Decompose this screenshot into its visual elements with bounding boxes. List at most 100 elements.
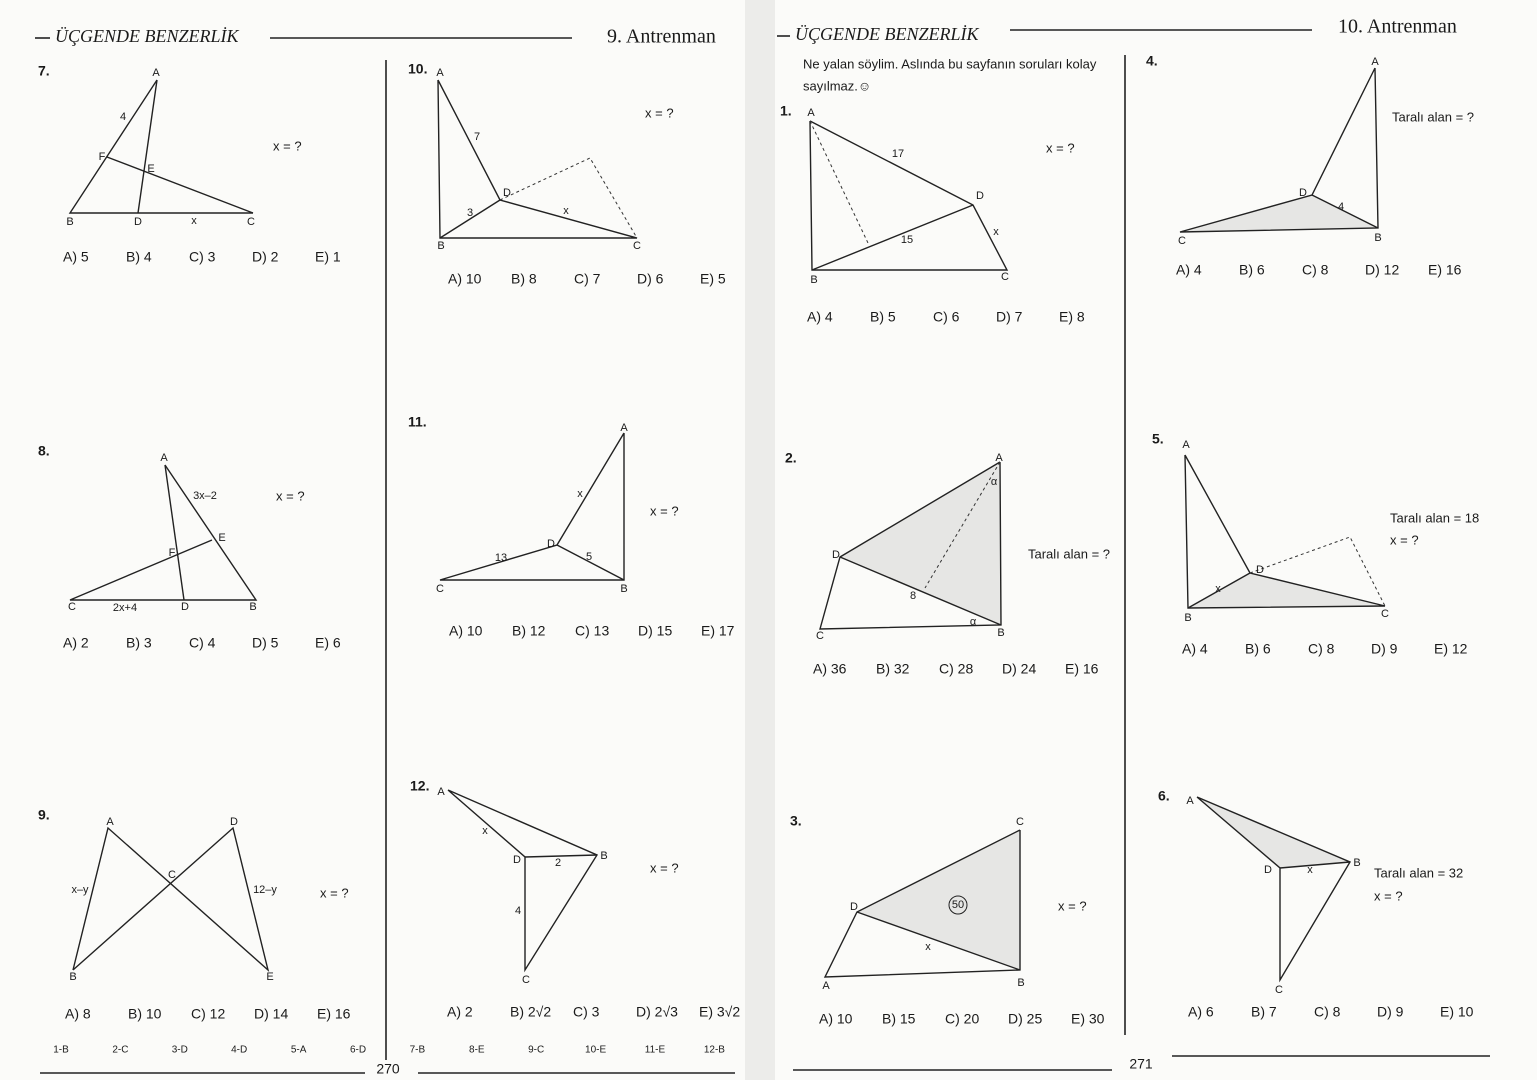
section-title: 10. Antrenman [1338,16,1457,38]
choice: E) 16 [317,1006,351,1022]
figure-label: 5 [586,551,592,563]
figure-label: 3x–2 [193,490,217,502]
problem: 3. x = ? C D 50 x A B A) 10 B) 15 C) 20 D) 25 E) 30 [790,813,1105,1027]
shaded-region [840,462,1001,625]
page-number: 270 [376,1061,400,1077]
figure-label: D [503,187,511,199]
figure-line [1279,861,1351,869]
figure-label: B [600,850,607,862]
dashed-line [1249,536,1386,607]
question: x = ? [1390,532,1419,547]
answer-key: 8-E [469,1045,485,1056]
answer-key: 7-B [410,1045,426,1056]
figure-label: x [1215,583,1221,595]
choice: E) 6 [315,635,341,651]
choice: C) 4 [189,635,216,651]
section-title: 9. Antrenman [607,26,716,48]
question: Taralı alan = 18 [1390,510,1479,525]
choice: E) 3√2 [699,1004,740,1020]
choice: C) 12 [191,1006,225,1022]
figure-line [1179,67,1379,233]
dashed-line [809,120,869,244]
choice: D) 15 [638,623,672,639]
page-number: 271 [1129,1056,1153,1072]
problem: 6. Taralı alan = 32 x = ? A D x B C A) 6 B) 7 C) 8… [1158,788,1474,1020]
figure-label: D [850,901,858,913]
figure-line [1187,572,1251,609]
choice: C) 3 [189,249,216,265]
choice: A) 36 [813,661,847,677]
figure-label: D [976,190,984,202]
problem: 2. Taralı alan = ? Aα D 8 α C B A) 36 B) 32 C) 28 D… [785,450,1110,677]
choice: D) 25 [1008,1011,1042,1027]
figure-line [164,464,185,601]
choice: C) 13 [575,623,609,639]
question: x = ? [645,105,674,120]
problem: 1. x = ? A 17 Dx 15 B C A) 4 B) 5 C) 6 D) 7 E) 8 [780,103,1085,325]
figure-label: A [152,67,160,79]
figure-label: D [1299,187,1307,199]
figure-label: D [134,216,142,228]
figure-label: C [1381,608,1389,620]
choice: B) 3 [126,635,152,651]
answer-key: 12-B [704,1045,725,1056]
question: x = ? [1046,140,1075,155]
problem: 5. Taralı alan = 18 x = ? A Dx B C A) 4 B) 6 C) 8… [1152,431,1479,657]
header-title: ÜÇGENDE BENZERLİK [795,24,980,44]
figure-label: 4 [1338,201,1344,213]
figure-label: C [522,974,530,986]
problem-number: 7. [38,63,50,79]
problem-number: 4. [1146,53,1158,69]
figure-label: D [181,601,189,613]
figure-label: F [169,547,176,559]
figure-line [823,829,1021,978]
problem-number: 6. [1158,788,1170,804]
figure-label: x [563,205,569,217]
figure-label: x [925,941,931,953]
figure-label: C [168,869,176,881]
choice: D) 2√3 [636,1004,678,1020]
problem-number: 1. [780,103,792,119]
figure-label: E [147,163,154,175]
choice: E) 12 [1434,641,1468,657]
label-circle [948,895,968,915]
figure-label: C [68,601,76,613]
figure-label: B [1374,232,1381,244]
choice: B) 7 [1251,1004,1277,1020]
choice: B) 12 [512,623,546,639]
answer-key: 2-C [112,1045,128,1056]
figure-label: C [1178,235,1186,247]
figure-label: B [437,240,444,252]
choice: C) 8 [1302,262,1329,278]
spine-shadow [745,0,775,1080]
figure-label: B [997,627,1004,639]
choice: A) 2 [447,1004,473,1020]
figure-label: C [247,216,255,228]
figure-label: A [106,816,114,828]
problem: 10. x = ? A 7 D 3 x B C A) 10 B) 8 C) 7 D) 6 E) 5 [408,61,726,287]
figure-line [439,432,625,581]
problem-number: 9. [38,807,50,823]
figure-label: 4 [515,905,521,917]
question: x = ? [650,860,679,875]
figure-label: 2 [555,857,561,869]
figure-line [68,79,253,214]
figure-line [1311,194,1379,229]
figure-label: x [1307,864,1313,876]
figure-label: 50 [952,899,964,911]
figure-label: x [993,226,999,238]
choice: D) 6 [637,271,664,287]
choice: E) 17 [701,623,735,639]
problem: 12. x = ? Ax D 2 B 4 C A) 2 B) 2√2 C) 3 D) 2√3 E) 3√… [410,778,740,1020]
question: x = ? [650,503,679,518]
figure-label: C [816,630,824,642]
choice: E) 10 [1440,1004,1474,1020]
problem-number: 2. [785,450,797,466]
figure-label: D [1264,864,1272,876]
choice: A) 2 [63,635,89,651]
choice: E) 8 [1059,309,1085,325]
question: x = ? [320,885,349,900]
